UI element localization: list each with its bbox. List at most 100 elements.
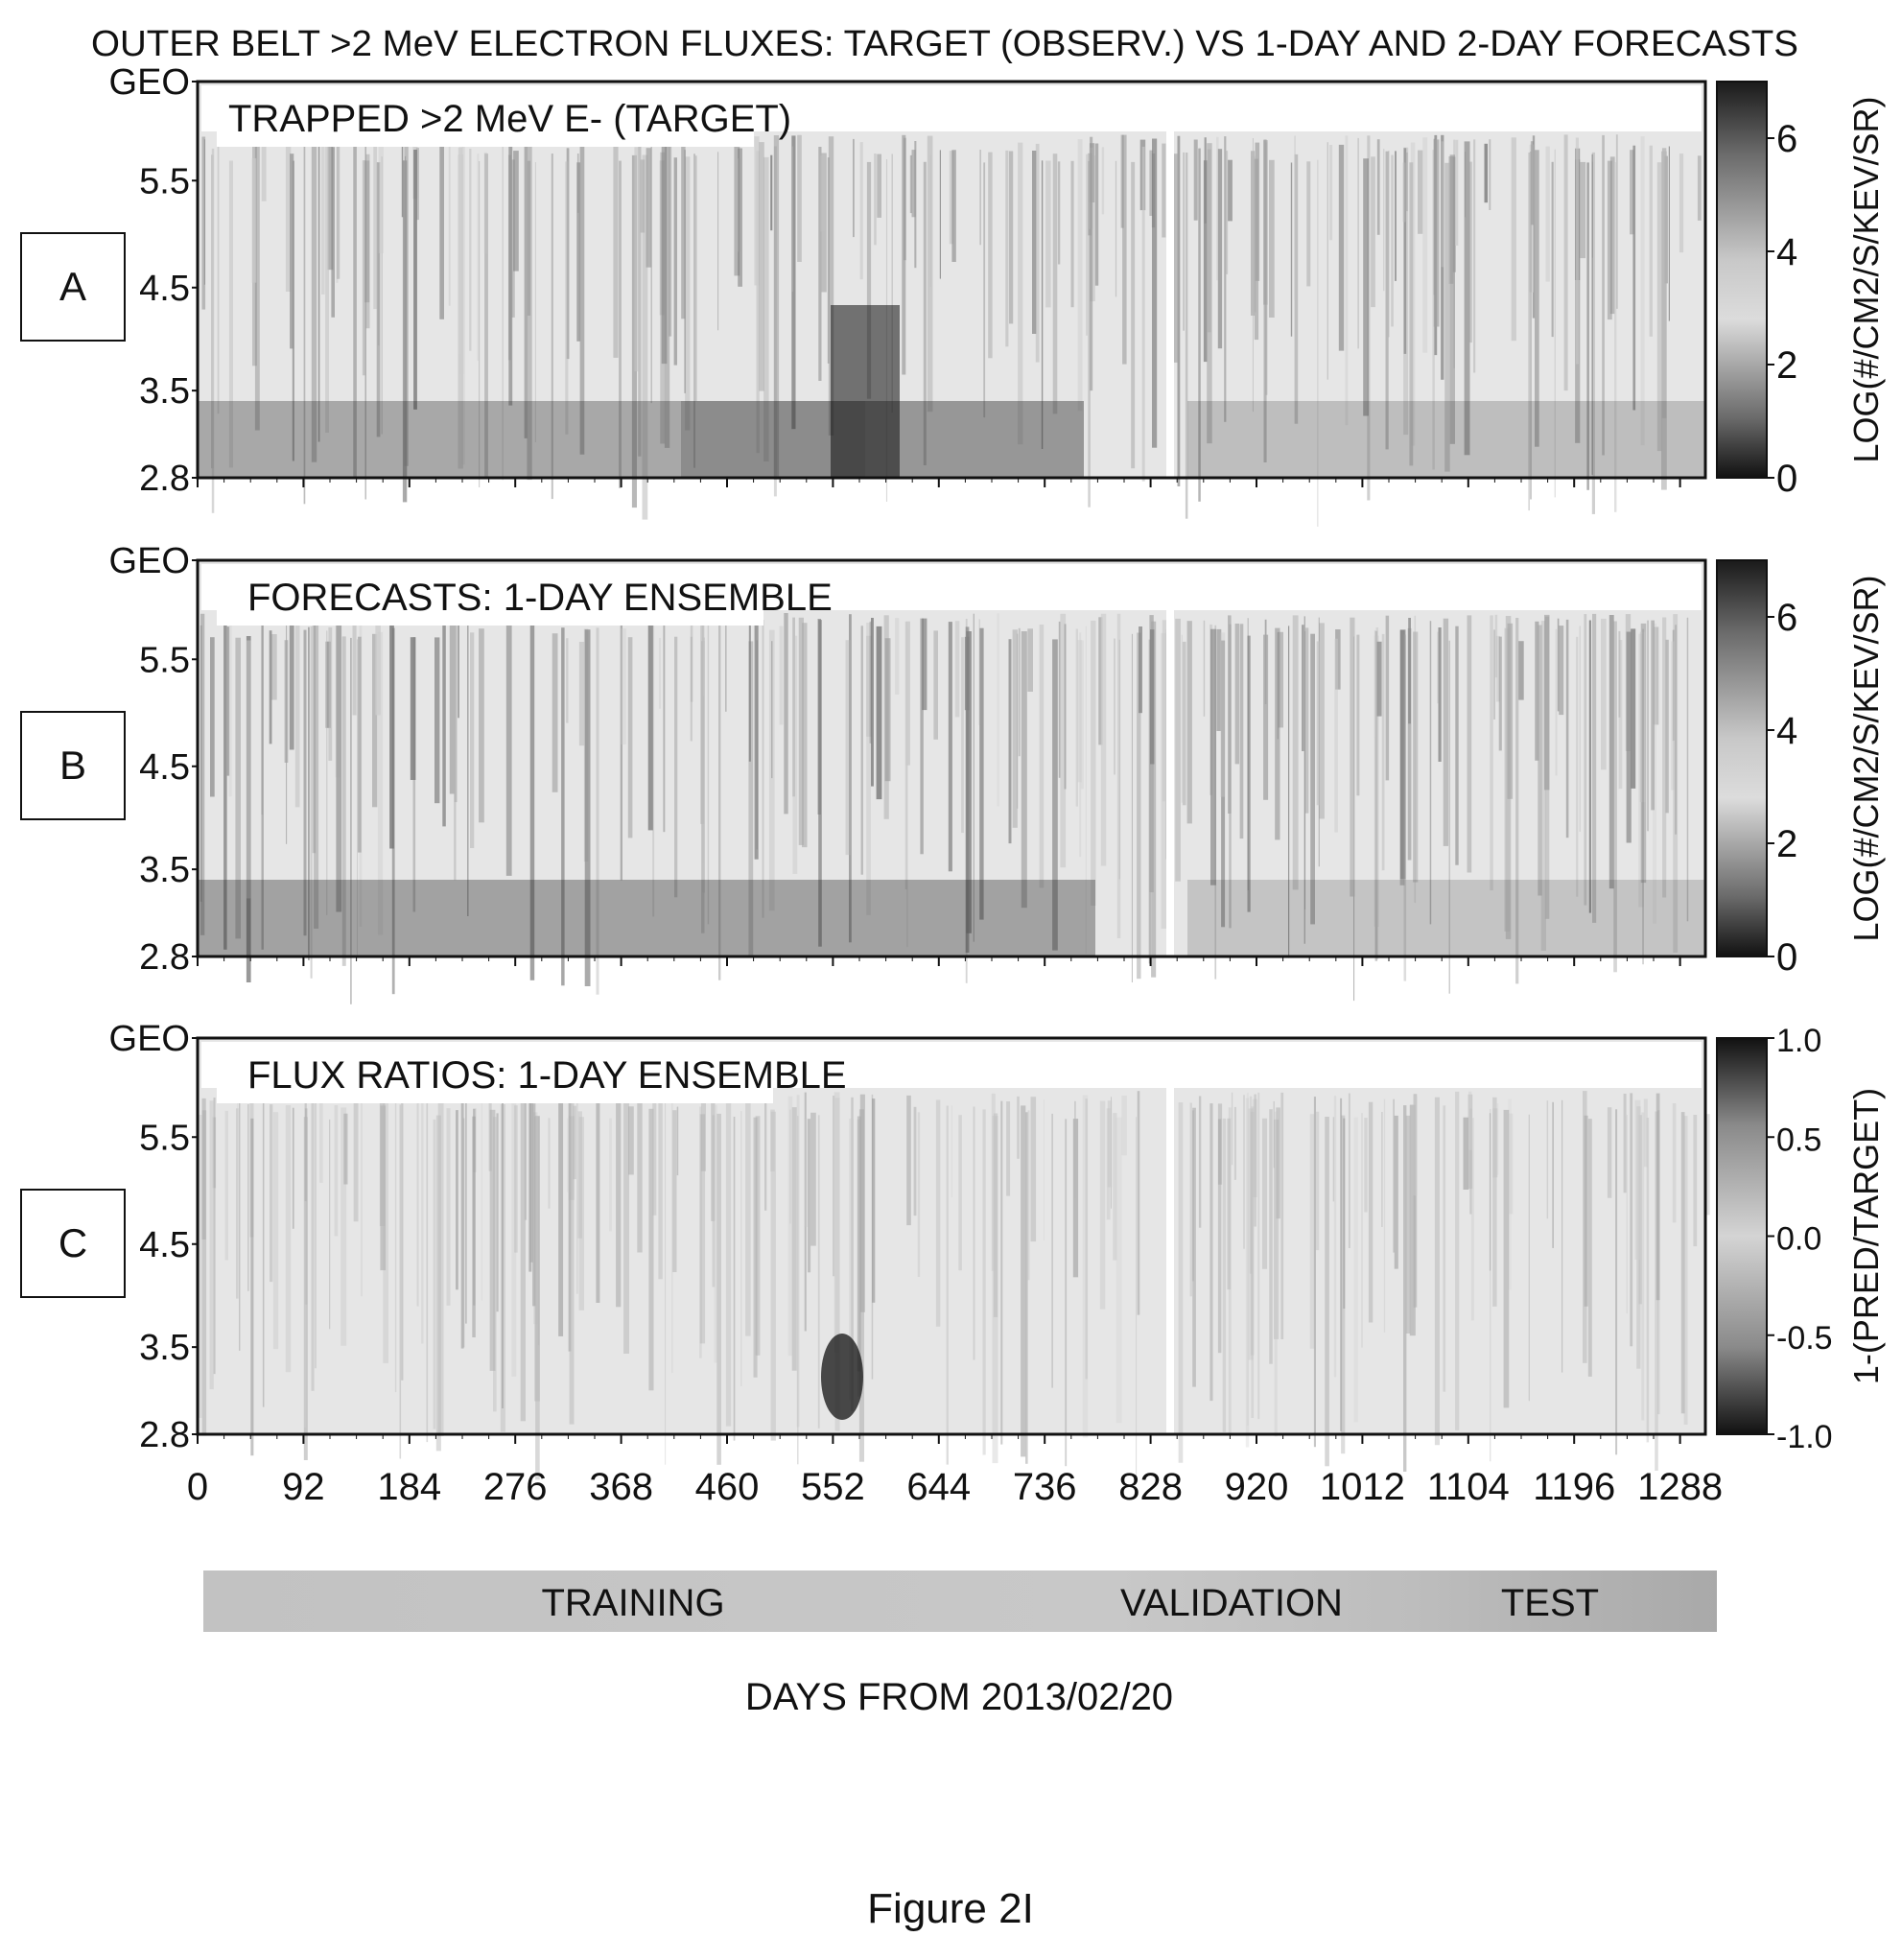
heatmap-streak xyxy=(650,144,652,404)
heatmap-streak xyxy=(1661,151,1667,490)
heatmap-streak xyxy=(853,138,855,238)
heatmap-area xyxy=(198,1038,1705,1434)
heatmap-streak xyxy=(1065,1119,1068,1467)
heatmap-streak xyxy=(199,1115,202,1418)
heatmap-streak xyxy=(958,1115,962,1271)
heatmap-streak xyxy=(484,153,488,479)
heatmap-streak xyxy=(365,153,370,329)
heatmap-streak xyxy=(1222,1118,1227,1432)
heatmap-streak xyxy=(401,141,404,218)
heatmap-streak xyxy=(1181,634,1183,803)
heatmap-streak xyxy=(1327,142,1328,380)
x-tick-label: 92 xyxy=(282,1466,325,1508)
heatmap-streak xyxy=(1671,641,1675,791)
heatmap-streak xyxy=(1492,1097,1497,1307)
heatmap-streak xyxy=(446,1108,451,1306)
heatmap-streak xyxy=(1008,639,1012,844)
heatmap-streak xyxy=(1251,1106,1255,1418)
heatmap-streak xyxy=(673,157,677,366)
heatmap-streak xyxy=(1639,631,1646,803)
y-tick-labels: GEO 5.5 4.5 3.5 2.8 xyxy=(109,541,198,978)
heatmap-streak xyxy=(502,140,504,481)
heatmap-streak xyxy=(616,1093,622,1308)
heatmap-streak xyxy=(1591,152,1595,514)
heatmap-streak xyxy=(372,633,378,808)
heatmap-streak xyxy=(513,151,519,272)
heatmap-streak xyxy=(217,140,220,414)
colorbar-tick-label: 2 xyxy=(1776,344,1797,387)
heatmap-streak xyxy=(1319,623,1325,819)
heatmap-streak xyxy=(1356,634,1360,796)
heatmap-streak xyxy=(1329,145,1333,241)
heatmap-streak xyxy=(1554,149,1556,498)
heatmap-streak xyxy=(762,620,764,918)
heatmap-streak xyxy=(1107,1100,1113,1188)
heatmap-streak xyxy=(493,1117,497,1412)
colorbar: 6 4 2 0 LOG(#/CM2/S/KEV/SR) xyxy=(1716,81,1886,500)
heatmap-streak xyxy=(1584,1115,1588,1307)
heatmap-streak xyxy=(671,1095,673,1374)
heatmap-streak xyxy=(1150,629,1155,765)
heatmap-streak xyxy=(1470,1118,1474,1321)
low-shell-band xyxy=(198,880,1705,956)
heatmap-streak xyxy=(272,1112,279,1350)
heatmap-streak xyxy=(534,162,536,442)
heatmap-streak xyxy=(797,1116,799,1465)
heatmap-streak xyxy=(1233,1106,1236,1180)
heatmap-streak xyxy=(1455,626,1459,865)
heatmap-streak xyxy=(1552,1101,1554,1248)
heatmap-streak xyxy=(1079,632,1082,858)
heatmap-streak xyxy=(1651,620,1655,811)
heatmap-streak xyxy=(817,1115,820,1429)
heatmap-streak xyxy=(951,150,956,262)
panel-title: FORECASTS: 1-DAY ENSEMBLE xyxy=(247,577,833,619)
heatmap-streak xyxy=(1077,640,1082,783)
heatmap-streak xyxy=(1618,630,1621,718)
panel-frame xyxy=(196,558,1707,958)
heatmap-streak xyxy=(652,1094,657,1216)
colorbar-tick-label: 0 xyxy=(1776,936,1797,979)
y-tick-label: 2.8 xyxy=(139,1415,190,1455)
heatmap-streak xyxy=(1052,153,1058,414)
heatmap-streak xyxy=(1051,1113,1053,1388)
heatmap-streak xyxy=(763,156,769,461)
heatmap-streak xyxy=(511,159,515,318)
heatmap-streak xyxy=(784,613,788,815)
heatmap-streak xyxy=(1017,633,1019,809)
heatmap-streak xyxy=(1443,1105,1446,1392)
heatmap-streak xyxy=(439,147,444,319)
heatmap-streak xyxy=(262,1099,265,1407)
heatmap-streak xyxy=(1473,139,1476,373)
heatmap-streak xyxy=(1243,1095,1245,1249)
heatmap-streak xyxy=(681,144,686,319)
y-tick-label: 5.5 xyxy=(139,161,190,201)
heatmap-streak xyxy=(895,618,900,695)
heatmap-streak xyxy=(1280,1092,1284,1339)
heatmap-streak xyxy=(327,136,334,271)
heatmap-streak xyxy=(982,1109,986,1455)
heatmap-streak xyxy=(1094,143,1099,286)
heatmap-streak xyxy=(1217,1103,1223,1185)
heatmap-streak xyxy=(340,1107,347,1346)
heatmap-streak xyxy=(1515,618,1519,984)
heatmap-streak xyxy=(1623,1094,1627,1193)
heatmap-streak xyxy=(1178,1102,1184,1463)
heatmap-streak xyxy=(579,143,585,455)
figure-title: OUTER BELT >2 MeV ELECTRON FLUXES: TARGE… xyxy=(91,24,1798,64)
heatmap-streak xyxy=(566,148,570,360)
heatmap-streak xyxy=(647,624,653,831)
low-shell-segment xyxy=(865,401,1084,478)
heatmap-streak xyxy=(391,627,395,995)
heatmap-streak xyxy=(1383,149,1385,292)
heatmap-streak xyxy=(1217,1119,1222,1354)
heatmap-streak xyxy=(1151,621,1157,978)
heatmap-streak xyxy=(1207,149,1211,333)
heatmap-streak xyxy=(1009,151,1014,324)
heatmap-streak xyxy=(319,1099,323,1183)
heatmap-streak xyxy=(1229,624,1232,929)
heatmap-streak xyxy=(1139,626,1142,714)
heatmap-streak xyxy=(533,1112,538,1325)
colorbar: 6 4 2 0 LOG(#/CM2/S/KEV/SR) xyxy=(1716,559,1886,979)
heatmap-streak xyxy=(334,1105,339,1237)
heatmap-streak xyxy=(211,148,215,513)
